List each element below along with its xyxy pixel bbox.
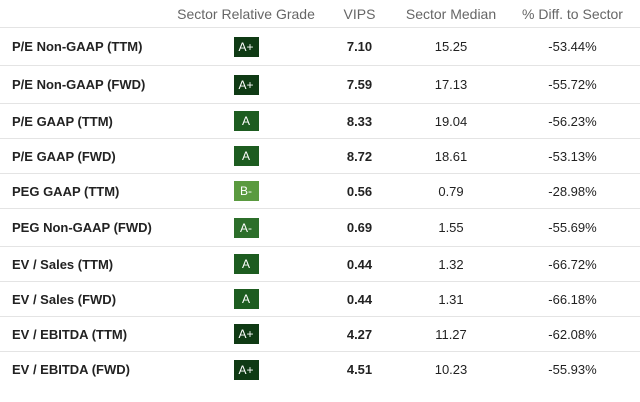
vips-value: 8.72 xyxy=(346,148,373,164)
grade-badge: A+ xyxy=(233,359,259,380)
metric-name: EV / Sales (TTM) xyxy=(12,256,114,272)
grade-badge: A+ xyxy=(233,324,259,344)
header-sector-median: Sector Median xyxy=(405,5,497,22)
grade-badge: A xyxy=(233,254,259,274)
metric-name: P/E GAAP (FWD) xyxy=(12,148,116,164)
vips-value: 0.56 xyxy=(346,183,373,199)
diff-to-sector-value: -53.44% xyxy=(548,39,597,54)
diff-to-sector-value: -66.72% xyxy=(548,256,597,272)
vips-value: 4.51 xyxy=(346,362,373,377)
table-row: P/E GAAP (TTM) A 8.33 19.04 -56.23% xyxy=(0,104,640,139)
table-row: EV / EBITDA (TTM) A+ 4.27 11.27 -62.08% xyxy=(0,317,640,352)
diff-to-sector-value: -55.72% xyxy=(548,77,597,92)
diff-to-sector-value: -53.13% xyxy=(548,148,597,164)
diff-to-sector-value: -55.69% xyxy=(548,220,597,235)
grade-badge: A xyxy=(233,289,259,309)
diff-to-sector-value: -62.08% xyxy=(548,326,597,342)
sector-median-value: 11.27 xyxy=(435,326,467,342)
vips-value: 7.10 xyxy=(346,39,373,54)
metric-name: PEG Non-GAAP (FWD) xyxy=(12,220,152,235)
table-row: EV / EBITDA (FWD) A+ 4.51 10.23 -55.93% xyxy=(0,352,640,387)
vips-value: 0.44 xyxy=(346,256,373,272)
metric-name: P/E Non-GAAP (TTM) xyxy=(12,39,143,54)
table-row: P/E Non-GAAP (TTM) A+ 7.10 15.25 -53.44% xyxy=(0,28,640,66)
metric-name: EV / Sales (FWD) xyxy=(12,291,117,307)
metric-name: PEG GAAP (TTM) xyxy=(12,183,120,199)
diff-to-sector-value: -28.98% xyxy=(548,183,597,199)
sector-median-value: 19.04 xyxy=(434,113,468,129)
diff-to-sector-value: -55.93% xyxy=(548,362,597,377)
sector-median-value: 1.55 xyxy=(438,220,464,235)
table-row: EV / Sales (TTM) A 0.44 1.32 -66.72% xyxy=(0,247,640,282)
table-row: P/E Non-GAAP (FWD) A+ 7.59 17.13 -55.72% xyxy=(0,66,640,104)
metric-name: P/E Non-GAAP (FWD) xyxy=(12,77,146,92)
header-vips: VIPS xyxy=(343,5,376,22)
sector-median-value: 1.32 xyxy=(438,256,464,272)
grade-badge: B- xyxy=(233,181,259,201)
diff-to-sector-value: -66.18% xyxy=(548,291,597,307)
sector-median-value: 15.25 xyxy=(434,39,468,54)
table-header: Sector Relative Grade VIPS Sector Median… xyxy=(0,0,640,28)
vips-value: 4.27 xyxy=(346,326,373,342)
grade-badge: A+ xyxy=(233,36,259,57)
sector-median-value: 18.61 xyxy=(434,148,468,164)
diff-to-sector-value: -56.23% xyxy=(548,113,597,129)
table-row: PEG GAAP (TTM) B- 0.56 0.79 -28.98% xyxy=(0,174,640,209)
vips-value: 7.59 xyxy=(346,77,373,92)
table-row: PEG Non-GAAP (FWD) A- 0.69 1.55 -55.69% xyxy=(0,209,640,247)
metric-name: P/E GAAP (TTM) xyxy=(12,113,113,129)
sector-median-value: 17.13 xyxy=(434,77,468,92)
vips-value: 8.33 xyxy=(346,113,373,129)
metric-name: EV / EBITDA (TTM) xyxy=(12,326,128,342)
sector-median-value: 1.31 xyxy=(438,291,464,307)
grade-badge: A+ xyxy=(233,74,259,95)
vips-value: 0.69 xyxy=(346,220,373,235)
header-sector-relative-grade: Sector Relative Grade xyxy=(177,5,315,22)
grade-badge: A xyxy=(233,111,259,131)
vips-value: 0.44 xyxy=(346,291,373,307)
grade-badge: A- xyxy=(233,217,259,238)
table-row: P/E GAAP (FWD) A 8.72 18.61 -53.13% xyxy=(0,139,640,174)
header-diff-to-sector: % Diff. to Sector xyxy=(522,5,623,22)
table-row: EV / Sales (FWD) A 0.44 1.31 -66.18% xyxy=(0,282,640,317)
grade-badge: A xyxy=(233,146,259,166)
sector-median-value: 0.79 xyxy=(438,183,464,199)
metric-name: EV / EBITDA (FWD) xyxy=(12,362,130,377)
sector-median-value: 10.23 xyxy=(434,362,468,377)
